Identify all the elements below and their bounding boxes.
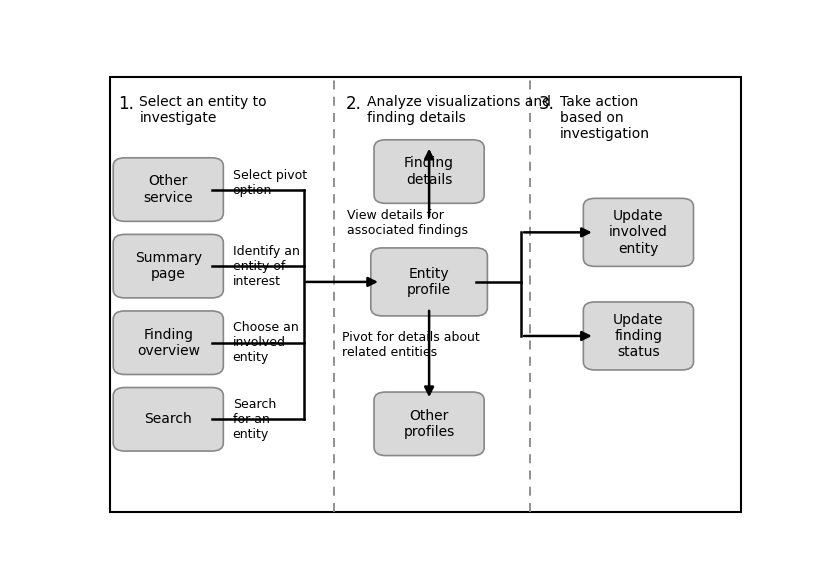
Text: Search: Search bbox=[145, 412, 192, 426]
Text: 2.: 2. bbox=[346, 95, 361, 113]
FancyBboxPatch shape bbox=[374, 392, 484, 456]
Text: Select pivot
option: Select pivot option bbox=[233, 169, 307, 197]
Text: 3.: 3. bbox=[538, 95, 554, 113]
FancyBboxPatch shape bbox=[113, 311, 224, 374]
Text: Other
profiles: Other profiles bbox=[404, 409, 455, 439]
Text: Finding
details: Finding details bbox=[404, 156, 454, 187]
Text: Search
for an
entity: Search for an entity bbox=[233, 398, 276, 441]
Text: View details for
associated findings: View details for associated findings bbox=[347, 209, 469, 238]
Text: Finding
overview: Finding overview bbox=[137, 328, 199, 358]
FancyBboxPatch shape bbox=[113, 158, 224, 221]
Text: Choose an
involved
entity: Choose an involved entity bbox=[233, 321, 298, 364]
Text: Summary
page: Summary page bbox=[135, 251, 202, 281]
FancyBboxPatch shape bbox=[371, 248, 488, 316]
Text: Take action
based on
investigation: Take action based on investigation bbox=[560, 95, 650, 142]
Text: Identify an
entity of
interest: Identify an entity of interest bbox=[233, 245, 299, 288]
FancyBboxPatch shape bbox=[583, 198, 694, 266]
FancyBboxPatch shape bbox=[583, 302, 694, 370]
Text: Analyze visualizations and
finding details: Analyze visualizations and finding detai… bbox=[366, 95, 551, 125]
FancyBboxPatch shape bbox=[374, 140, 484, 204]
Text: Update
involved
entity: Update involved entity bbox=[609, 209, 668, 256]
Text: Other
service: Other service bbox=[144, 174, 193, 205]
Text: Entity
profile: Entity profile bbox=[407, 267, 451, 297]
FancyBboxPatch shape bbox=[113, 387, 224, 451]
Text: Update
finding
status: Update finding status bbox=[613, 313, 664, 359]
Text: Pivot for details about
related entities: Pivot for details about related entities bbox=[342, 331, 480, 359]
FancyBboxPatch shape bbox=[113, 235, 224, 298]
Text: 1.: 1. bbox=[118, 95, 134, 113]
Text: Select an entity to
investigate: Select an entity to investigate bbox=[140, 95, 267, 125]
